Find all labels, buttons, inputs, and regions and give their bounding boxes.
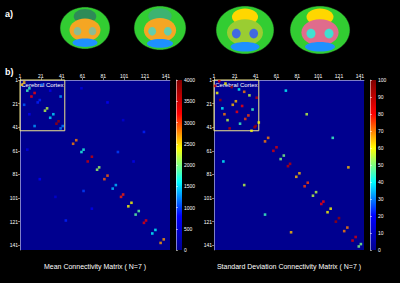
- svg-text:81: 81: [101, 73, 107, 79]
- svg-text:1500: 1500: [184, 183, 195, 189]
- svg-text:1: 1: [19, 73, 22, 79]
- svg-text:61: 61: [80, 73, 86, 79]
- svg-text:20: 20: [378, 213, 384, 219]
- svg-text:21: 21: [206, 101, 212, 107]
- svg-text:21: 21: [232, 73, 238, 79]
- svg-text:4000: 4000: [184, 77, 195, 83]
- svg-text:61: 61: [12, 148, 18, 154]
- svg-text:121: 121: [335, 73, 344, 79]
- svg-text:121: 121: [141, 73, 150, 79]
- svg-text:50: 50: [378, 162, 384, 168]
- svg-text:10: 10: [378, 230, 384, 236]
- svg-text:100: 100: [378, 77, 387, 83]
- svg-text:121: 121: [10, 219, 19, 225]
- svg-text:41: 41: [12, 124, 18, 130]
- svg-text:Standard Deviation Connectivit: Standard Deviation Connectivity Matrix (…: [217, 263, 361, 271]
- svg-text:21: 21: [12, 101, 18, 107]
- svg-text:2500: 2500: [184, 141, 195, 147]
- svg-text:101: 101: [204, 195, 213, 201]
- svg-text:3000: 3000: [184, 120, 195, 126]
- svg-text:Mean Connectivity Matrix ( N=7: Mean Connectivity Matrix ( N=7 ): [44, 263, 146, 271]
- svg-text:81: 81: [12, 171, 18, 177]
- svg-text:61: 61: [206, 148, 212, 154]
- svg-text:Cerebral Cortex: Cerebral Cortex: [215, 82, 257, 88]
- svg-text:41: 41: [253, 73, 259, 79]
- svg-text:70: 70: [378, 128, 384, 134]
- svg-text:1: 1: [15, 77, 18, 83]
- svg-text:121: 121: [204, 219, 213, 225]
- svg-text:141: 141: [204, 242, 213, 248]
- svg-text:101: 101: [10, 195, 19, 201]
- svg-text:30: 30: [378, 196, 384, 202]
- svg-text:141: 141: [10, 242, 19, 248]
- svg-text:41: 41: [206, 124, 212, 130]
- svg-text:81: 81: [206, 171, 212, 177]
- svg-text:40: 40: [378, 179, 384, 185]
- svg-text:101: 101: [314, 73, 323, 79]
- svg-text:a): a): [5, 9, 13, 19]
- svg-text:2000: 2000: [184, 162, 195, 168]
- svg-text:141: 141: [162, 73, 171, 79]
- svg-text:60: 60: [378, 145, 384, 151]
- svg-text:101: 101: [120, 73, 129, 79]
- svg-text:141: 141: [356, 73, 365, 79]
- svg-text:80: 80: [378, 111, 384, 117]
- svg-text:Cerebral Cortex: Cerebral Cortex: [21, 82, 63, 88]
- svg-text:81: 81: [295, 73, 301, 79]
- svg-text:1: 1: [209, 77, 212, 83]
- svg-text:3500: 3500: [184, 98, 195, 104]
- svg-text:0: 0: [184, 247, 187, 253]
- svg-text:90: 90: [378, 94, 384, 100]
- svg-text:61: 61: [274, 73, 280, 79]
- svg-text:b): b): [5, 67, 14, 77]
- svg-text:500: 500: [184, 226, 193, 232]
- svg-text:0: 0: [378, 247, 381, 253]
- svg-text:1: 1: [213, 73, 216, 79]
- svg-text:1000: 1000: [184, 205, 195, 211]
- svg-text:21: 21: [38, 73, 44, 79]
- svg-text:41: 41: [59, 73, 65, 79]
